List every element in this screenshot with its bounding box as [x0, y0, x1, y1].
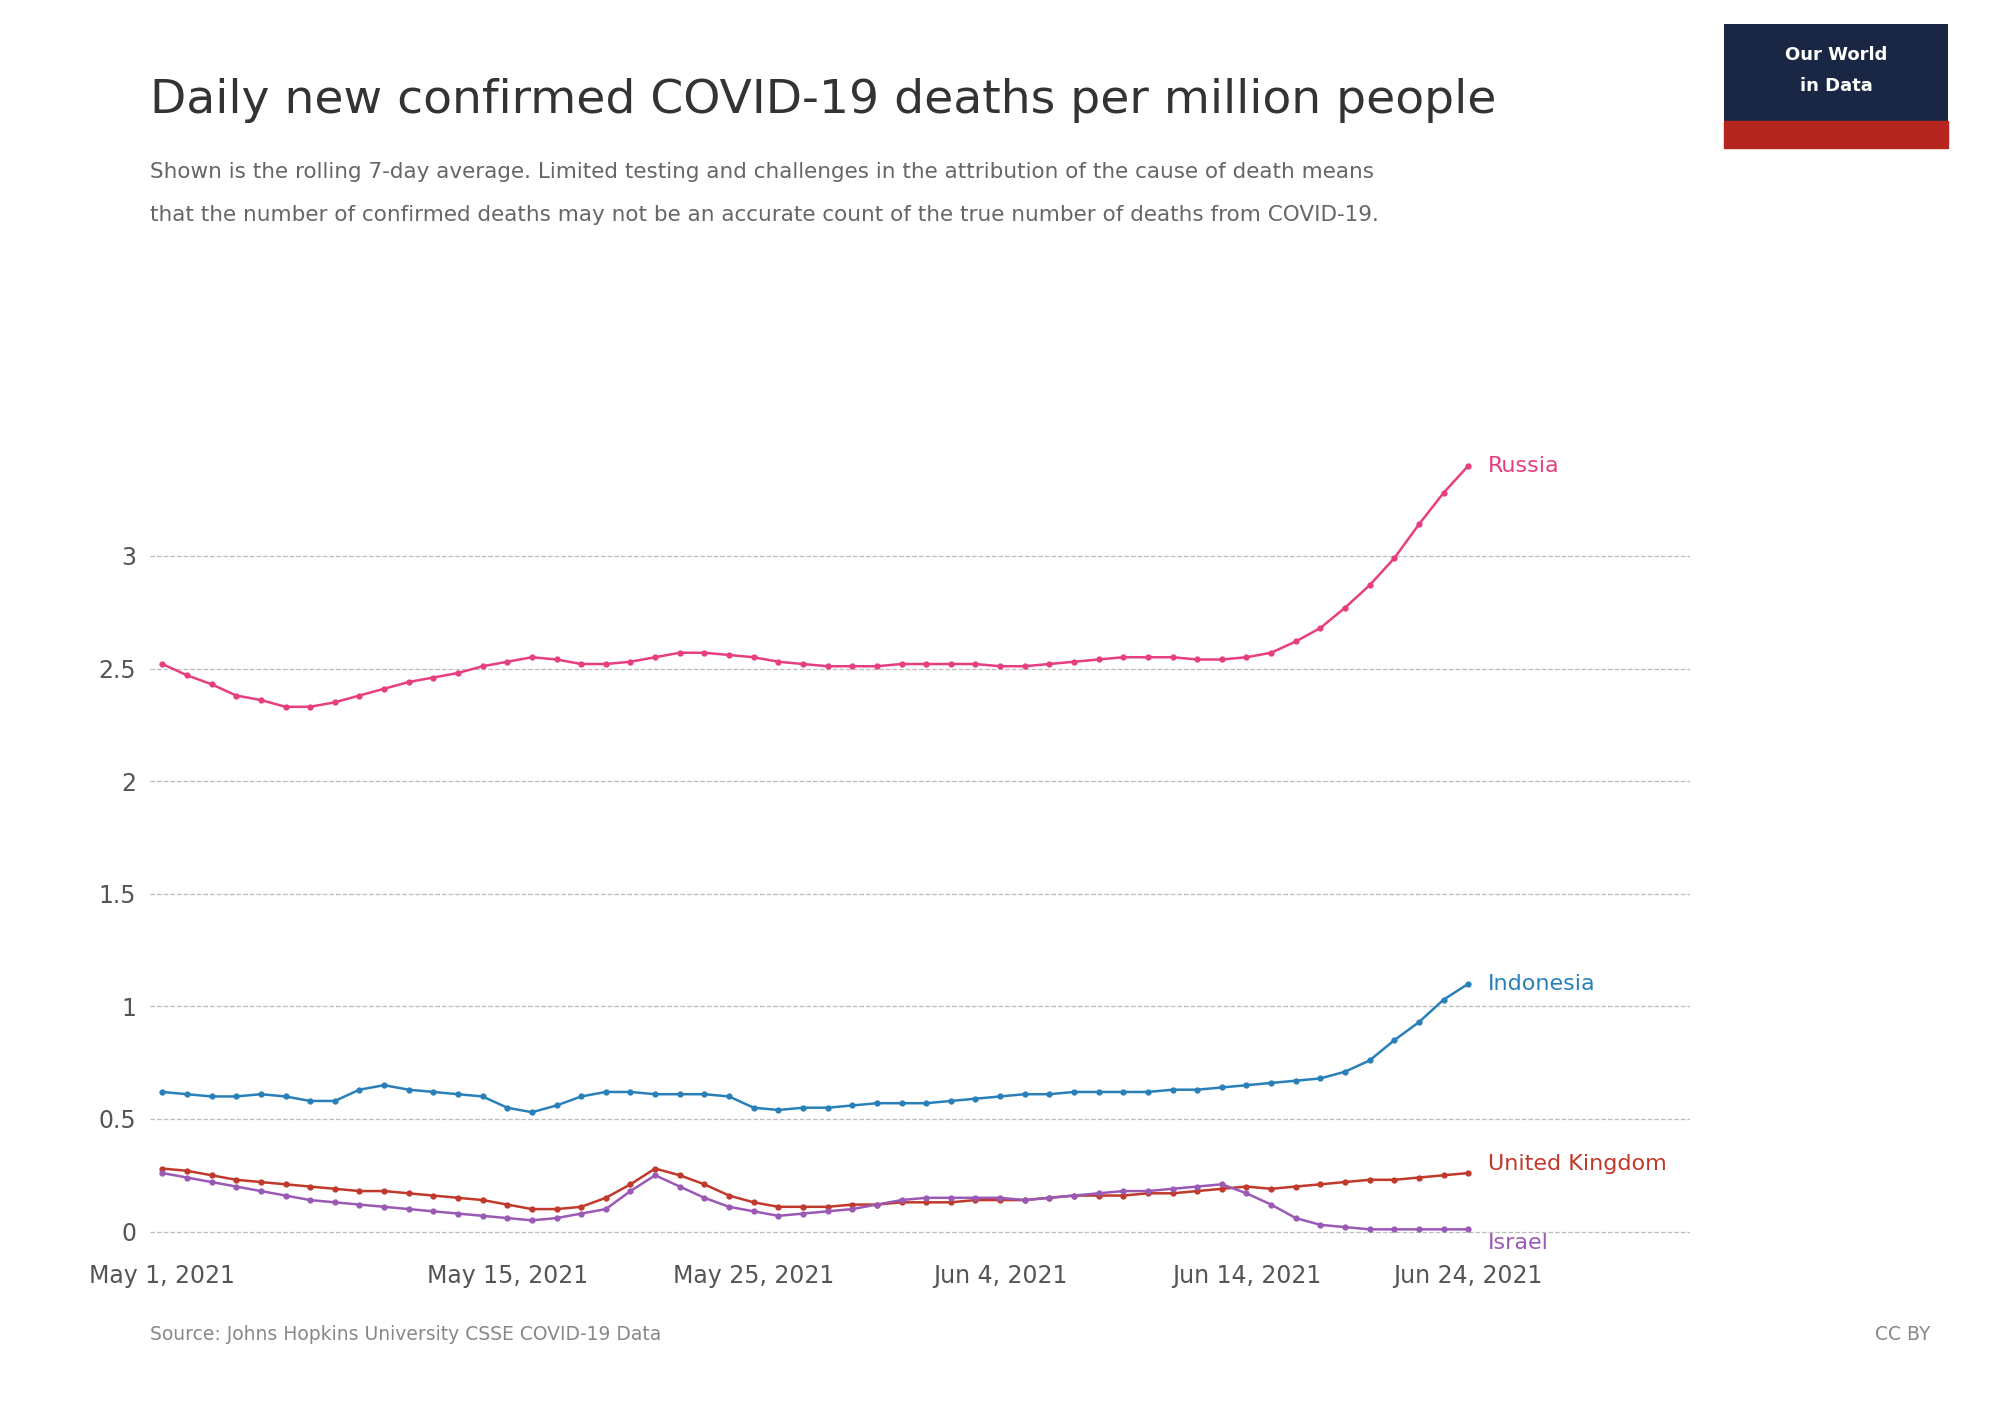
Text: that the number of confirmed deaths may not be an accurate count of the true num: that the number of confirmed deaths may … [150, 205, 1378, 225]
Text: CC BY: CC BY [1874, 1326, 1930, 1344]
Text: Israel: Israel [1488, 1233, 1548, 1252]
Text: Indonesia: Indonesia [1488, 974, 1596, 994]
Text: in Data: in Data [1800, 78, 1872, 95]
Text: Our World: Our World [1784, 47, 1888, 64]
Text: Russia: Russia [1488, 456, 1560, 476]
Text: United Kingdom: United Kingdom [1488, 1154, 1666, 1173]
Text: Daily new confirmed COVID-19 deaths per million people: Daily new confirmed COVID-19 deaths per … [150, 78, 1496, 123]
Text: Source: Johns Hopkins University CSSE COVID-19 Data: Source: Johns Hopkins University CSSE CO… [150, 1326, 662, 1344]
Text: Shown is the rolling 7-day average. Limited testing and challenges in the attrib: Shown is the rolling 7-day average. Limi… [150, 162, 1374, 182]
Bar [1724, 121, 1948, 148]
